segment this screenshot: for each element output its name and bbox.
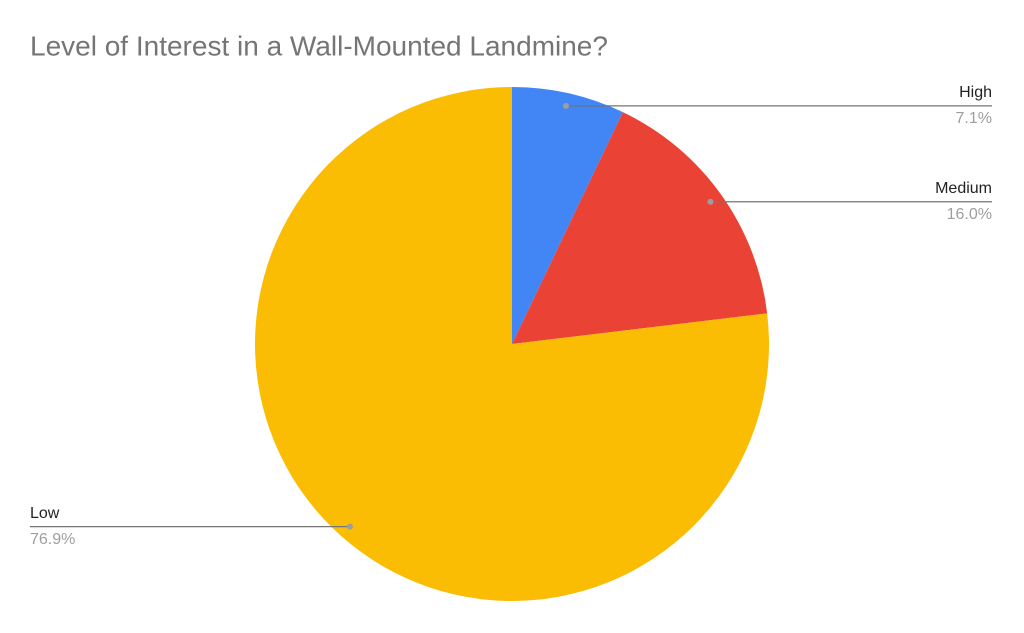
leader-dot xyxy=(346,523,353,530)
leader-dot xyxy=(707,198,714,205)
slice-value-label: 76.9% xyxy=(30,531,75,548)
chart-title: Level of Interest in a Wall-Mounted Land… xyxy=(30,30,608,61)
slice-value-label: 16.0% xyxy=(947,206,992,223)
pie-slice xyxy=(512,87,623,344)
slice-label: High xyxy=(959,84,992,101)
slice-label: Medium xyxy=(935,180,992,197)
pie-slice xyxy=(512,112,768,344)
slice-value-label: 7.1% xyxy=(956,110,992,127)
leader-dot xyxy=(563,102,570,109)
slice-label: Low xyxy=(30,505,60,522)
pie-slice xyxy=(254,87,769,601)
